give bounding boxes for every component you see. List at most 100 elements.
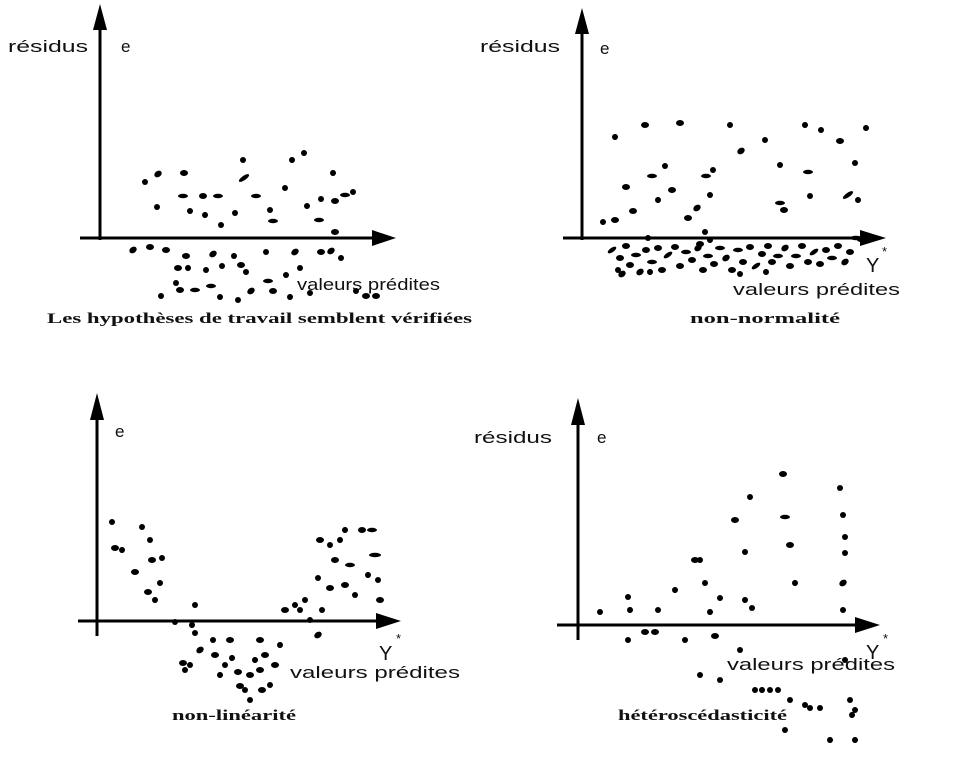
residual-point: [119, 547, 125, 553]
residual-point: [369, 552, 381, 558]
residual-point: [365, 572, 371, 578]
residual-point: [203, 267, 209, 273]
residual-point: [625, 594, 631, 600]
residual-point: [210, 637, 216, 643]
residual-point: [842, 550, 848, 556]
residual-point: [767, 687, 773, 693]
residual-point: [737, 647, 743, 653]
residual-point: [662, 163, 668, 169]
residual-point: [316, 537, 324, 543]
residual-point: [787, 697, 793, 703]
residual-point: [863, 125, 869, 131]
residual-point: [341, 582, 349, 588]
residual-point: [802, 702, 808, 708]
residual-point: [622, 184, 630, 190]
residual-point: [773, 253, 783, 259]
residual-point: [645, 235, 651, 241]
residual-point: [654, 245, 662, 251]
residual-point: [226, 637, 234, 643]
residual-point: [190, 287, 200, 293]
residual-point: [852, 707, 858, 713]
residual-point: [231, 253, 237, 259]
residual-point: [827, 737, 833, 743]
x-axis-arrow: [372, 230, 396, 246]
x-axis-symbol: Y: [866, 255, 879, 277]
x-axis-symbol: Y: [866, 642, 879, 664]
residual-point: [836, 138, 844, 144]
residual-point: [818, 127, 824, 133]
residual-point: [647, 259, 657, 265]
y-axis-arrow: [93, 4, 107, 30]
residual-point: [247, 697, 253, 703]
residual-point: [189, 622, 195, 628]
residual-point: [256, 637, 264, 643]
residual-point: [655, 197, 661, 204]
x-axis-label: valeurs prédites: [727, 655, 895, 674]
residual-point: [281, 607, 289, 613]
residual-point: [178, 193, 188, 199]
residual-point: [109, 519, 115, 525]
residual-point: [703, 253, 713, 259]
residual-points: [109, 519, 384, 703]
residual-point: [786, 542, 794, 548]
residual-point: [162, 247, 170, 253]
residual-point: [642, 247, 650, 253]
residual-point: [268, 218, 278, 224]
x-axis-symbol-sup: *: [882, 244, 887, 259]
residual-point: [739, 259, 747, 265]
residual-point: [857, 237, 867, 243]
residual-point: [626, 262, 634, 268]
residual-point: [672, 587, 678, 593]
residual-point: [702, 580, 708, 586]
residual-point: [688, 257, 696, 263]
residual-point: [267, 207, 273, 213]
residual-point: [129, 246, 137, 254]
residual-point: [616, 255, 624, 261]
residual-point: [352, 592, 358, 598]
x-axis-symbol: Y: [379, 643, 392, 665]
residual-point: [651, 629, 659, 635]
residual-point: [301, 150, 307, 156]
residual-point: [779, 471, 787, 477]
residual-point: [658, 267, 666, 273]
residual-point: [372, 293, 380, 299]
residual-point: [696, 241, 704, 247]
residual-point: [222, 662, 228, 668]
residual-point: [206, 283, 216, 289]
residual-point: [842, 534, 848, 540]
residual-point: [847, 697, 853, 703]
residual-point: [710, 261, 718, 267]
residual-point: [611, 217, 619, 223]
residual-point: [746, 244, 754, 250]
residual-point: [180, 170, 188, 176]
residual-point: [841, 258, 849, 266]
residual-point: [246, 672, 254, 678]
residual-point: [242, 687, 248, 693]
residual-point: [758, 251, 766, 257]
residual-point: [763, 269, 769, 275]
residual-point: [822, 247, 830, 253]
residual-point: [234, 669, 242, 675]
residual-point: [302, 597, 308, 603]
residual-point: [229, 655, 235, 661]
residual-point: [251, 193, 261, 199]
residual-point: [185, 265, 191, 271]
residual-point: [641, 122, 649, 128]
panel-caption: Les hypothèses de travail semblent vérif…: [47, 311, 472, 327]
residual-point: [152, 597, 158, 603]
residual-point: [701, 173, 711, 179]
residual-point: [235, 297, 241, 303]
residual-point: [707, 192, 713, 198]
residual-point: [697, 672, 703, 678]
residual-point: [154, 170, 162, 178]
residual-point: [358, 527, 366, 533]
residual-point: [849, 712, 855, 718]
residual-point: [146, 244, 154, 250]
residual-point: [304, 203, 310, 209]
residual-point: [681, 249, 691, 255]
residual-point: [827, 255, 837, 261]
residual-point: [804, 259, 812, 265]
residual-point: [331, 557, 339, 563]
residual-point: [237, 262, 245, 268]
